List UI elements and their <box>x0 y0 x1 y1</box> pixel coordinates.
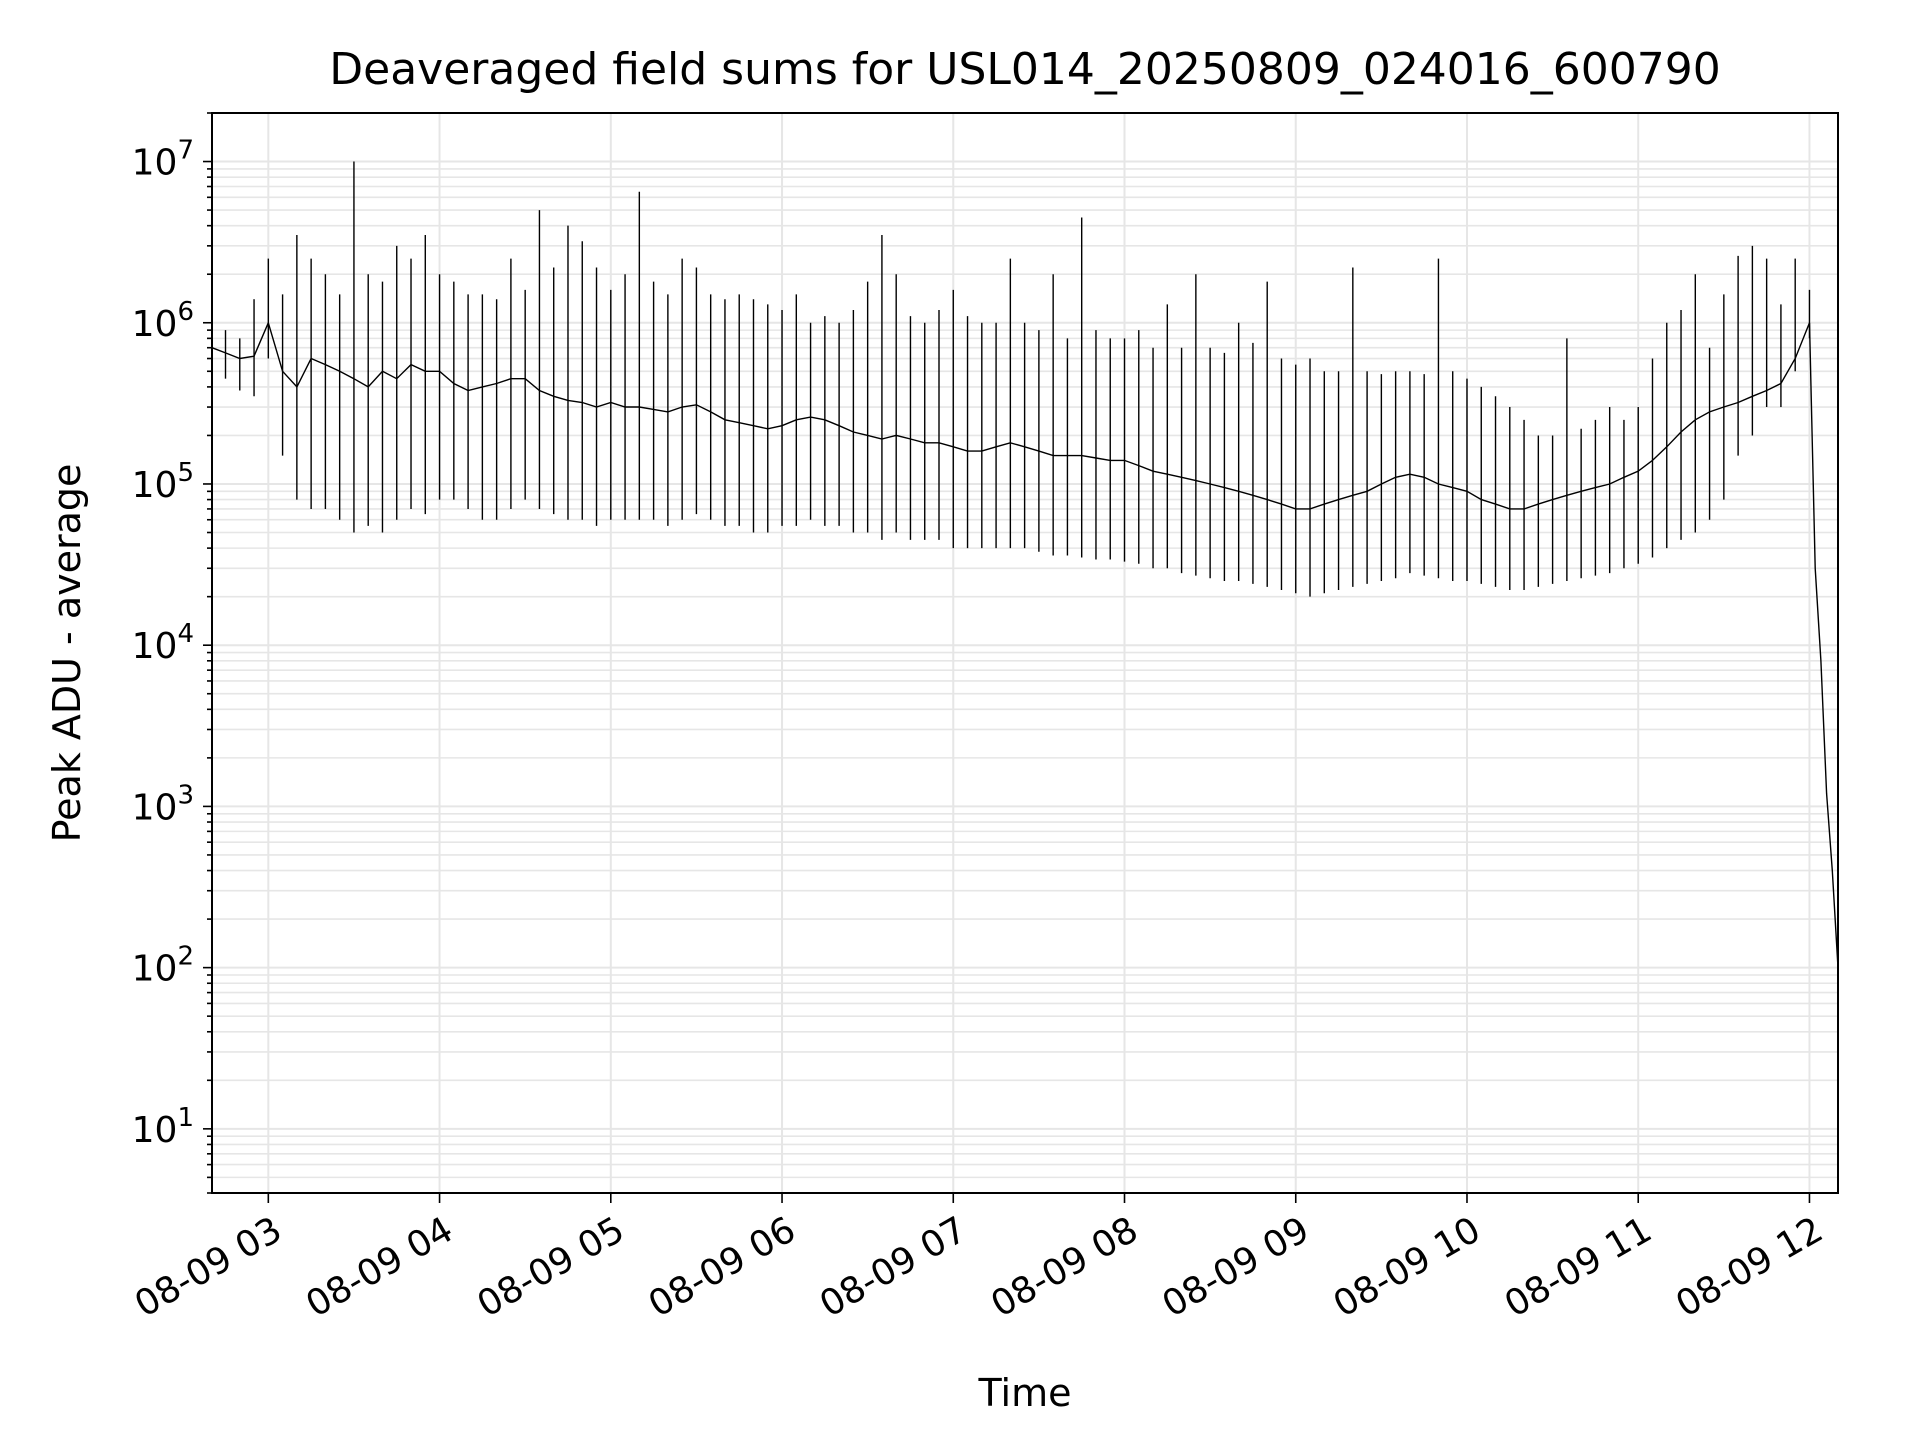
y-tick-exponent: 1 <box>177 1103 194 1133</box>
y-tick-base: 10 <box>132 949 178 990</box>
y-axis-label: Peak ADU - average <box>45 464 89 843</box>
y-tick-exponent: 7 <box>177 136 194 166</box>
y-tick-base: 10 <box>132 304 178 345</box>
series-0 <box>212 161 1838 968</box>
y-tick-label: 101 <box>132 1103 194 1151</box>
y-tick-exponent: 2 <box>177 942 194 972</box>
y-tick-label: 102 <box>132 942 194 990</box>
y-tick-base: 10 <box>132 626 178 667</box>
y-tick-label: 106 <box>132 297 194 345</box>
y-tick-label: 107 <box>132 136 194 184</box>
x-axis-label: Time <box>978 1371 1072 1415</box>
series-layer <box>212 161 1838 968</box>
y-tick-exponent: 3 <box>177 780 194 810</box>
grid <box>212 112 1838 1194</box>
y-tick-exponent: 5 <box>177 458 194 488</box>
y-tick-exponent: 6 <box>177 297 194 327</box>
y-tick-exponent: 4 <box>177 619 194 649</box>
y-tick-base: 10 <box>132 787 178 828</box>
y-tick-base: 10 <box>132 465 178 506</box>
y-tick-label: 103 <box>132 780 194 828</box>
y-tick-label: 105 <box>132 458 194 506</box>
y-tick-label: 104 <box>132 619 194 667</box>
chart-title: Deaveraged field sums for USL014_2025080… <box>329 44 1721 95</box>
y-tick-base: 10 <box>132 143 178 184</box>
y-tick-base: 10 <box>132 1110 178 1151</box>
series-line <box>212 320 1838 968</box>
